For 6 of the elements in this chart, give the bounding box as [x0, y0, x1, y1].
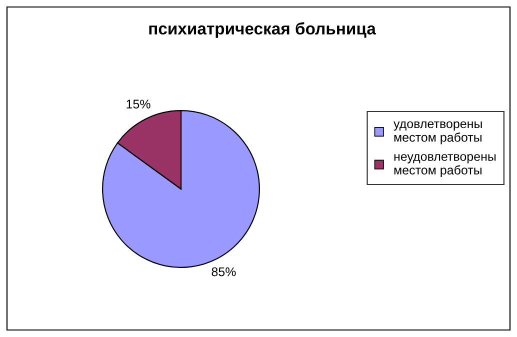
data-label: 85%: [212, 267, 236, 276]
chart-title: психиатрическая больница: [149, 22, 376, 38]
data-label: 15%: [126, 100, 150, 108]
legend-label: неудовлетворены местом работы: [394, 154, 496, 177]
pie-slice: [102, 110, 260, 268]
legend-label: удовлетворены местом работы: [394, 121, 482, 144]
